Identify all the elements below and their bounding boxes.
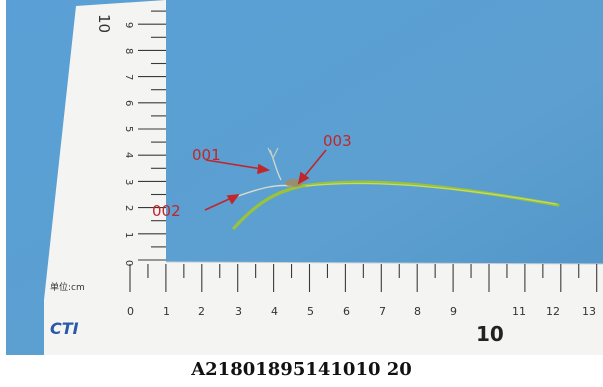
vertical-label-5: 5 [123,126,134,132]
big-ten-mark: 10 [476,322,504,346]
horizontal-label-6: 6 [343,305,350,318]
callout-label-002: 002 [152,202,181,220]
vertical-label-9: 9 [123,22,134,28]
vertical-label-1: 1 [123,232,134,238]
specimen-photo: 0 1 2 3 4 5 6 7 8 9 10 0 1 2 3 4 5 6 7 8… [6,0,603,355]
callout-label-003: 003 [323,132,352,150]
vertical-label-8: 8 [123,48,134,54]
vertical-label-10: 10 [95,14,113,33]
vertical-label-2: 2 [123,205,134,211]
horizontal-label-9: 9 [450,305,457,318]
horizontal-label-5: 5 [307,305,314,318]
horizontal-label-8: 8 [414,305,421,318]
horizontal-ruler-ticks [129,264,598,292]
callout-arrowhead-002 [226,194,240,205]
horizontal-label-13: 13 [582,305,596,318]
horizontal-label-4: 4 [271,305,278,318]
horizontal-label-3: 3 [235,305,242,318]
vertical-label-3: 3 [123,179,134,185]
horizontal-label-1: 1 [163,305,170,318]
callout-label-001: 001 [192,146,221,164]
horizontal-label-11: 11 [512,305,526,318]
horizontal-label-0: 0 [127,305,134,318]
callout-arrow-001 [205,159,269,171]
ruler-inner-edge [165,261,603,265]
vertical-label-4: 4 [123,152,134,158]
vertical-label-6: 6 [123,100,134,106]
glume [267,147,279,160]
seed [285,179,303,187]
plant-specimen [232,147,560,230]
horizontal-label-12: 12 [546,305,560,318]
horizontal-label-2: 2 [198,305,205,318]
brand-logo: CTI [50,319,79,338]
coleoptile [269,149,282,181]
callout-arrowhead-001 [257,163,271,175]
unit-label: 单位:cm [50,281,85,293]
callout-arrowhead-003 [297,171,310,185]
vertical-ruler-ticks [138,10,166,261]
vertical-label-7: 7 [123,74,134,80]
horizontal-label-7: 7 [379,305,386,318]
specimen-id-caption: A21801895141010 20 [191,359,412,380]
vertical-label-0: 0 [123,260,134,266]
stem-highlight [305,182,557,205]
